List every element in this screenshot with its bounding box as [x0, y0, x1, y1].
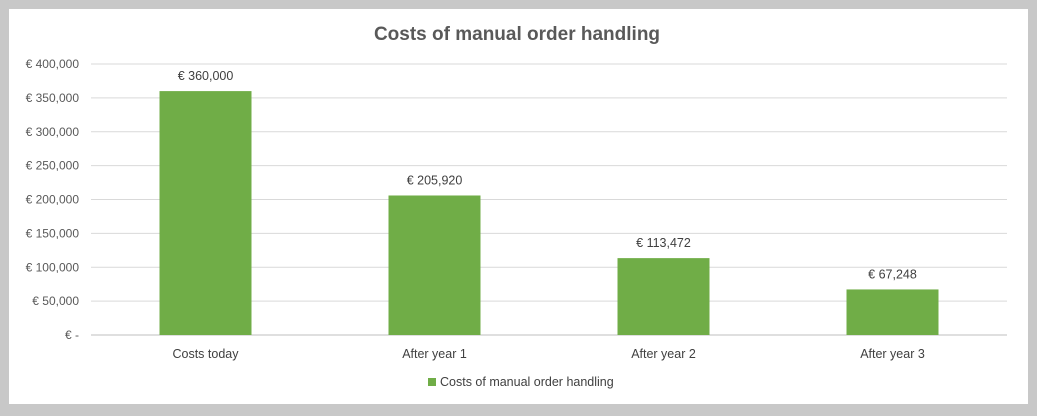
data-labels: € 360,000 € 205,920 € 113,472 € 67,248	[178, 69, 917, 281]
data-label: € 67,248	[868, 267, 917, 281]
y-tick-label: € 350,000	[26, 91, 80, 105]
x-axis-categories: Costs today After year 1 After year 2 After…	[172, 347, 924, 361]
legend-label: Costs of manual order handling	[440, 375, 614, 389]
category-label: After year 1	[402, 347, 467, 361]
y-tick-label: € 300,000	[26, 125, 80, 139]
bars	[159, 91, 939, 335]
data-label: € 205,920	[407, 173, 463, 187]
bar	[617, 258, 710, 335]
y-tick-label: € 100,000	[26, 260, 80, 274]
category-label: After year 2	[631, 347, 696, 361]
data-label: € 360,000	[178, 69, 234, 83]
y-tick-label: € 150,000	[26, 226, 80, 240]
category-label: After year 3	[860, 347, 925, 361]
category-label: Costs today	[172, 347, 239, 361]
bar	[846, 289, 939, 335]
y-tick-label: € 250,000	[26, 159, 80, 173]
chart-title: Costs of manual order handling	[374, 24, 660, 45]
y-axis-ticks: € - € 50,000 € 100,000 € 150,000 € 200,000 € …	[26, 57, 80, 342]
bar	[388, 195, 481, 335]
bar-chart: Costs of manual order handling € - € 50,0…	[26, 24, 1007, 389]
y-tick-label: € 400,000	[26, 57, 80, 71]
y-tick-label: € 50,000	[32, 294, 79, 308]
legend: Costs of manual order handling	[428, 375, 614, 389]
chart-area: Costs of manual order handling € - € 50,0…	[9, 9, 1028, 404]
y-tick-label: € -	[65, 328, 79, 342]
legend-swatch	[428, 378, 436, 386]
data-label: € 113,472	[636, 236, 691, 250]
y-tick-label: € 200,000	[26, 193, 80, 207]
bar	[159, 91, 252, 335]
